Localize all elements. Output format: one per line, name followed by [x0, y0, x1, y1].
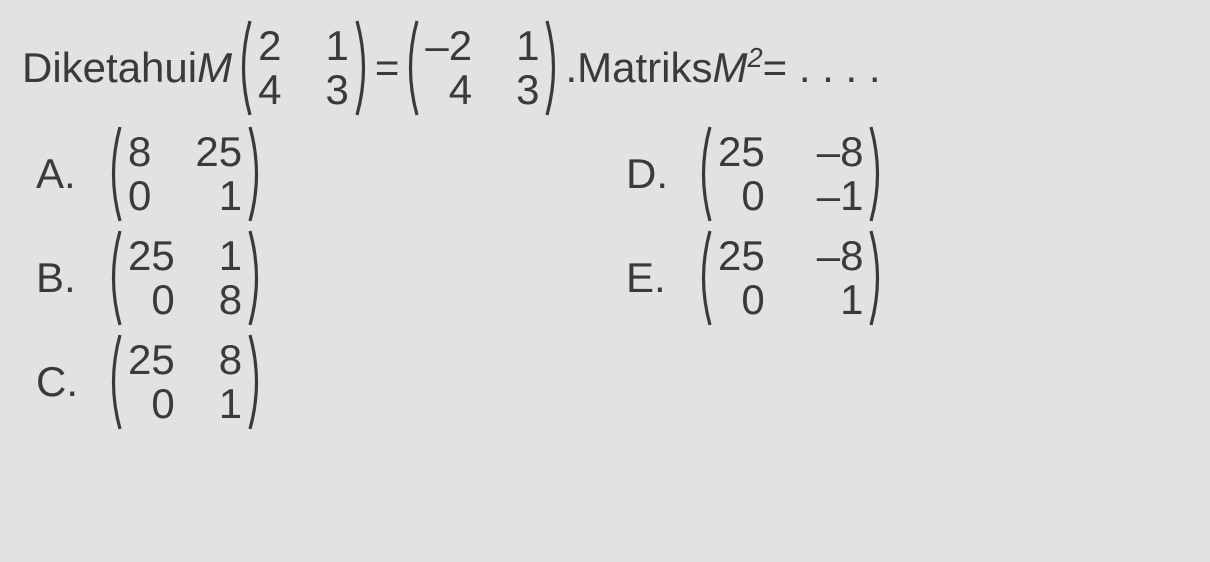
cell: 8 — [215, 278, 246, 322]
paren-open-icon — [694, 124, 714, 224]
paren-close-icon — [867, 228, 887, 328]
matrix-cells: 8 25 0 1 — [124, 130, 246, 218]
choice-letter: B. — [36, 254, 102, 302]
equals-sign: = — [375, 45, 400, 91]
cell: 25 — [191, 130, 246, 174]
cell: –8 — [813, 234, 868, 278]
var-M2-exp: 2 — [747, 42, 762, 73]
choice-e: E. 25 –8 0 1 — [626, 228, 1176, 328]
cell: 4 — [421, 68, 476, 112]
choice-letter: D. — [626, 150, 692, 198]
var-M: M — [197, 45, 232, 91]
choice-a-matrix: 8 25 0 1 — [104, 124, 266, 224]
choice-b-matrix: 25 1 0 8 — [104, 228, 266, 328]
cell: –8 — [813, 130, 868, 174]
cell: 1 — [215, 234, 246, 278]
matrix-right: –2 1 4 3 — [401, 18, 563, 118]
choice-letter: A. — [36, 150, 102, 198]
choice-c: C. 25 8 0 1 — [36, 332, 586, 432]
paren-close-icon — [246, 332, 266, 432]
choice-empty — [626, 332, 1176, 432]
paren-open-icon — [234, 18, 254, 118]
paren-close-icon — [246, 228, 266, 328]
paren-close-icon — [246, 124, 266, 224]
cell: 3 — [512, 68, 543, 112]
text-tail-post: = . . . . — [763, 45, 881, 91]
choice-b: B. 25 1 0 8 — [36, 228, 586, 328]
matrix-cells: 25 1 0 8 — [124, 234, 246, 322]
cell: 1 — [191, 174, 246, 218]
choices-grid: A. 8 25 0 1 D. 25 –8 0 –1 B. — [36, 124, 1188, 432]
matrix-cells: 25 8 0 1 — [124, 338, 246, 426]
cell: 3 — [321, 68, 352, 112]
cell: 2 — [254, 24, 285, 68]
cell: 1 — [813, 278, 868, 322]
text-tail-pre: Matriks — [577, 45, 712, 91]
text-lead: Diketahui — [22, 45, 197, 91]
cell: 25 — [124, 234, 179, 278]
choice-d: D. 25 –8 0 –1 — [626, 124, 1176, 224]
matrix-left-cells: 2 1 4 3 — [254, 24, 353, 112]
matrix-cells: 25 –8 0 1 — [714, 234, 867, 322]
paren-open-icon — [104, 332, 124, 432]
matrix-cells: 25 –8 0 –1 — [714, 130, 867, 218]
var-M2-base: M — [712, 44, 747, 91]
cell: 0 — [714, 278, 769, 322]
paren-close-icon — [543, 18, 563, 118]
paren-close-icon — [353, 18, 373, 118]
cell: 0 — [124, 382, 179, 426]
matrix-right-cells: –2 1 4 3 — [421, 24, 543, 112]
cell: 25 — [124, 338, 179, 382]
choice-letter: C. — [36, 358, 102, 406]
cell: 1 — [321, 24, 352, 68]
paren-open-icon — [694, 228, 714, 328]
cell: 8 — [124, 130, 155, 174]
cell: –2 — [421, 24, 476, 68]
paren-open-icon — [104, 228, 124, 328]
cell: 25 — [714, 234, 769, 278]
choice-letter: E. — [626, 254, 692, 302]
cell: 25 — [714, 130, 769, 174]
cell: –1 — [813, 174, 868, 218]
var-M2: M2 — [712, 45, 762, 91]
choice-c-matrix: 25 8 0 1 — [104, 332, 266, 432]
paren-open-icon — [401, 18, 421, 118]
choice-a: A. 8 25 0 1 — [36, 124, 586, 224]
choice-e-matrix: 25 –8 0 1 — [694, 228, 887, 328]
choice-d-matrix: 25 –8 0 –1 — [694, 124, 887, 224]
text-dot: . — [565, 45, 577, 91]
cell: 1 — [512, 24, 543, 68]
cell: 8 — [215, 338, 246, 382]
question-line: Diketahui M 2 1 4 3 = –2 1 4 3 . Matriks… — [22, 18, 1188, 118]
paren-open-icon — [104, 124, 124, 224]
cell: 4 — [254, 68, 285, 112]
matrix-left: 2 1 4 3 — [234, 18, 373, 118]
cell: 0 — [124, 278, 179, 322]
cell: 0 — [124, 174, 155, 218]
paren-close-icon — [867, 124, 887, 224]
cell: 1 — [215, 382, 246, 426]
cell: 0 — [714, 174, 769, 218]
